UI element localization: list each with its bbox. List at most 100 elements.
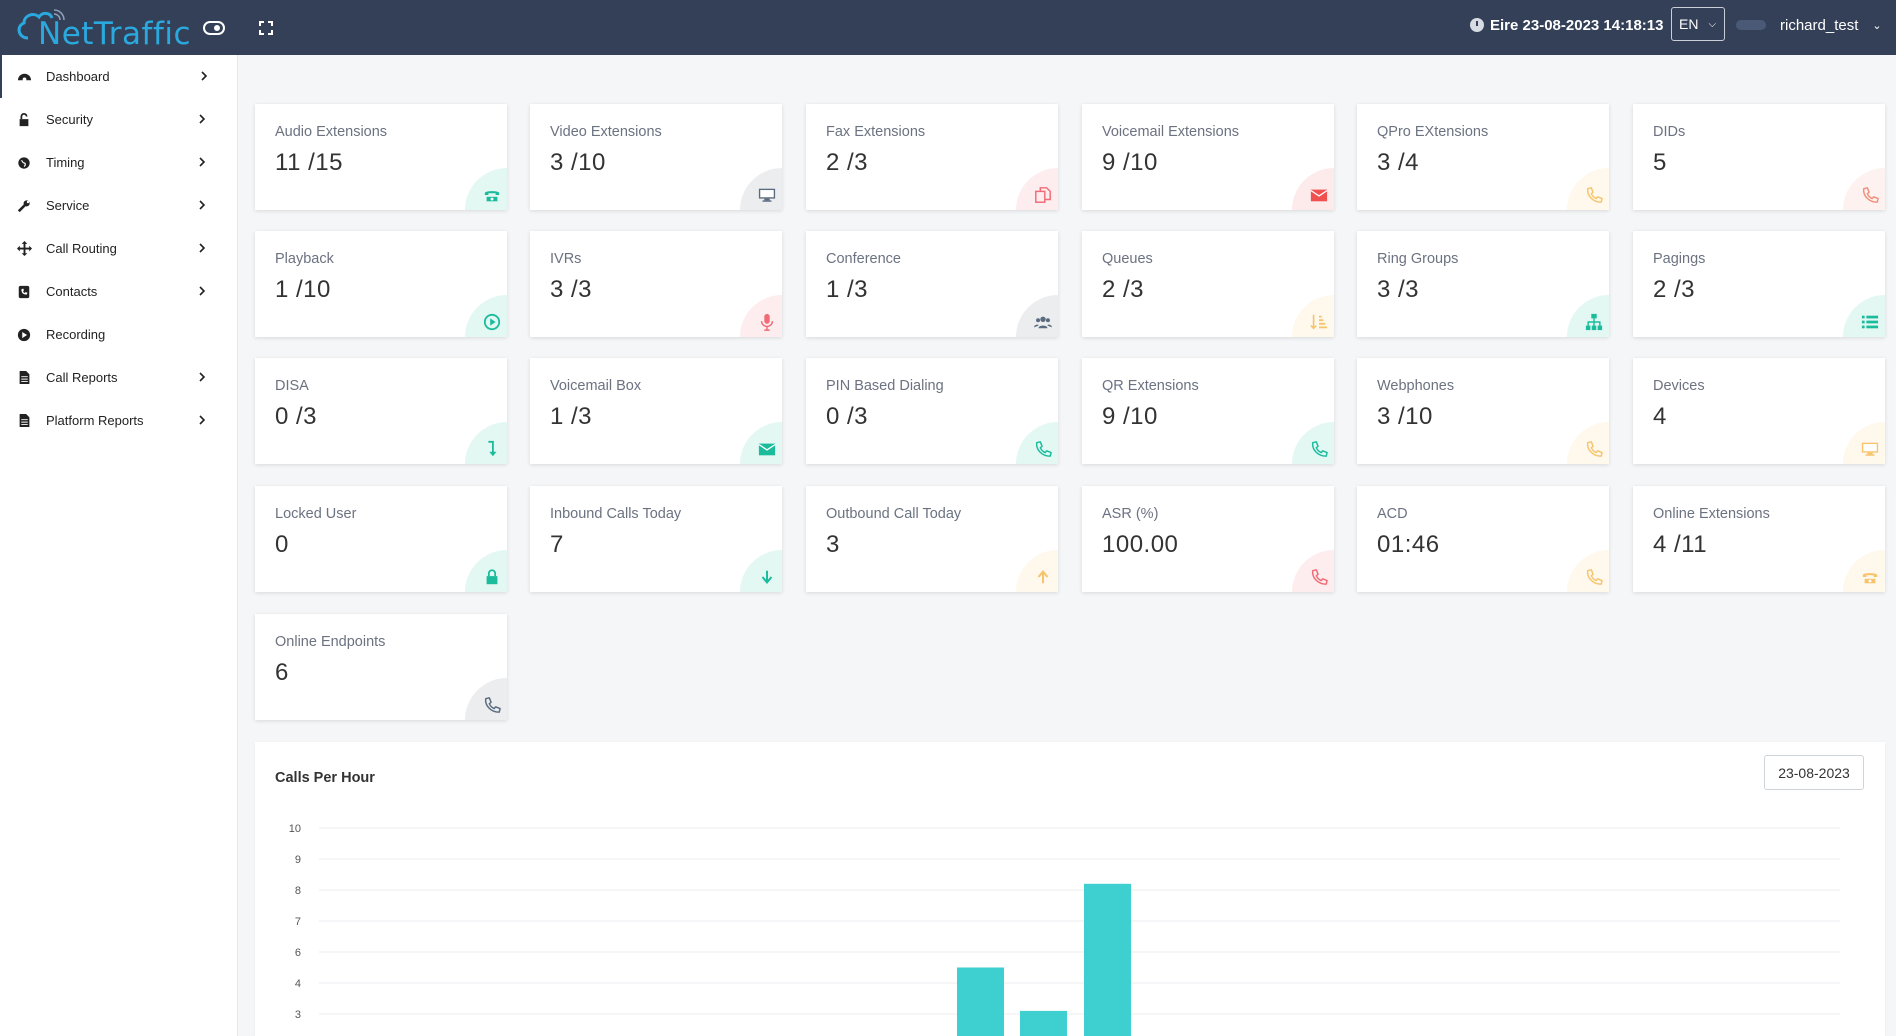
logo[interactable]: NetTraffic — [14, 4, 204, 52]
stat-card-title: QR Extensions — [1102, 378, 1199, 394]
users-icon — [1016, 295, 1058, 337]
stat-card-value: 1 /3 — [826, 276, 869, 303]
stat-card-value: 2 /3 — [826, 149, 869, 176]
username: richard_test — [1780, 16, 1859, 34]
y-tick-label: 7 — [295, 916, 301, 928]
stat-card-playback[interactable]: Playback 1 /10 — [255, 231, 507, 337]
stat-card-title: QPro EXtensions — [1377, 124, 1489, 140]
stat-card-title: Outbound Call Today — [826, 506, 962, 522]
phone-icon — [1016, 422, 1058, 464]
stat-card-acd[interactable]: ACD 01:46 — [1357, 486, 1609, 592]
lock-icon — [465, 550, 507, 592]
sidebar-item-call-reports[interactable]: Call Reports — [0, 356, 237, 399]
stat-card-title: Online Extensions — [1653, 506, 1770, 522]
arrow-up-icon — [1016, 550, 1058, 592]
sidebar-item-label: Contacts — [46, 284, 98, 299]
stat-card-asr[interactable]: ASR (%) 100.00 — [1082, 486, 1334, 592]
chevron-down-icon: ⌵ — [1708, 18, 1717, 30]
panel-title: Calls Per Hour — [275, 770, 375, 786]
record-icon — [16, 327, 32, 343]
sidebar-item-service[interactable]: Service — [0, 184, 237, 227]
stat-card-online-extensions[interactable]: Online Extensions 4 /11 — [1633, 486, 1885, 592]
chevron-right-icon — [196, 414, 208, 426]
y-tick-label: 3 — [295, 1009, 301, 1021]
stat-card-ivrs[interactable]: IVRs 3 /3 — [530, 231, 782, 337]
sidebar-item-timing[interactable]: Timing — [0, 141, 237, 184]
stat-card-value: 3 /3 — [1377, 276, 1420, 303]
stat-card-audio-extensions[interactable]: Audio Extensions 11 /15 — [255, 104, 507, 210]
stat-card-value: 5 — [1653, 149, 1667, 176]
chevron-right-icon — [196, 199, 208, 211]
stat-card-voicemail-extensions[interactable]: Voicemail Extensions 9 /10 — [1082, 104, 1334, 210]
sidebar-toggle-icon[interactable] — [203, 17, 225, 39]
stat-card-locked-user[interactable]: Locked User 0 — [255, 486, 507, 592]
stat-card-ring-groups[interactable]: Ring Groups 3 /3 — [1357, 231, 1609, 337]
sidebar-item-label: Recording — [46, 327, 106, 342]
language-select[interactable]: EN ⌵ — [1671, 7, 1725, 41]
sidebar-item-call-routing[interactable]: Call Routing — [0, 227, 237, 270]
stat-card-title: Playback — [275, 251, 334, 267]
fax-copy-icon — [1016, 168, 1058, 210]
stat-card-devices[interactable]: Devices 4 — [1633, 358, 1885, 464]
chart-bar[interactable] — [1084, 883, 1131, 1036]
level-down-icon — [465, 422, 507, 464]
envelope-icon — [740, 422, 782, 464]
stat-card-title: Devices — [1653, 378, 1705, 394]
stat-card-value: 9 /10 — [1102, 403, 1158, 430]
stat-card-pin-based-dialing[interactable]: PIN Based Dialing 0 /3 — [806, 358, 1058, 464]
sidebar: Dashboard Security Timing Service Call Routi… — [0, 55, 238, 1036]
stat-card-title: IVRs — [550, 251, 582, 267]
sidebar-item-label: Security — [46, 112, 93, 127]
chevron-right-icon — [196, 113, 208, 125]
stat-card-value: 3 /10 — [550, 149, 606, 176]
sort-list-icon — [1292, 295, 1334, 337]
top-bar: NetTraffic Eire 23-08-2023 14:18:13 EN ⌵… — [0, 0, 1896, 55]
sidebar-item-label: Platform Reports — [46, 413, 144, 428]
sidebar-item-security[interactable]: Security — [0, 98, 237, 141]
stat-card-dids[interactable]: DIDs 5 — [1633, 104, 1885, 210]
stat-card-queues[interactable]: Queues 2 /3 — [1082, 231, 1334, 337]
date-picker[interactable]: 23-08-2023 — [1764, 755, 1864, 790]
stat-card-fax-extensions[interactable]: Fax Extensions 2 /3 — [806, 104, 1058, 210]
sidebar-item-label: Service — [46, 198, 90, 213]
user-menu[interactable]: richard_test ⌄ — [1736, 14, 1882, 36]
stat-card-qr-extensions[interactable]: QR Extensions 9 /10 — [1082, 358, 1334, 464]
wrench-icon — [16, 198, 32, 214]
chevron-right-icon — [196, 156, 208, 168]
stat-card-value: 2 /3 — [1653, 276, 1696, 303]
stat-card-disa[interactable]: DISA 0 /3 — [255, 358, 507, 464]
chart-bar[interactable] — [957, 967, 1004, 1036]
sidebar-item-label: Timing — [46, 155, 85, 170]
stat-card-pagings[interactable]: Pagings 2 /3 — [1633, 231, 1885, 337]
sidebar-item-contacts[interactable]: Contacts — [0, 270, 237, 313]
stat-card-inbound-calls-today[interactable]: Inbound Calls Today 7 — [530, 486, 782, 592]
stat-card-value: 3 — [826, 531, 840, 558]
stat-card-conference[interactable]: Conference 1 /3 — [806, 231, 1058, 337]
phone-icon — [465, 678, 507, 720]
sidebar-item-platform-reports[interactable]: Platform Reports — [0, 399, 237, 442]
stat-card-online-endpoints[interactable]: Online Endpoints 6 — [255, 614, 507, 720]
stat-card-qpro-extensions[interactable]: QPro EXtensions 3 /4 — [1357, 104, 1609, 210]
stat-card-value: 2 /3 — [1102, 276, 1145, 303]
stat-card-title: Online Endpoints — [275, 634, 386, 650]
chevron-right-icon — [196, 285, 208, 297]
calls-per-hour-chart: 10 9 8 7 6 4 3 — [289, 823, 1840, 1036]
stat-card-webphones[interactable]: Webphones 3 /10 — [1357, 358, 1609, 464]
sidebar-item-recording[interactable]: Recording — [0, 313, 237, 356]
stat-card-outbound-call-today[interactable]: Outbound Call Today 3 — [806, 486, 1058, 592]
stat-card-value: 3 /10 — [1377, 403, 1433, 430]
stat-card-value: 0 — [275, 531, 289, 558]
stat-card-video-extensions[interactable]: Video Extensions 3 /10 — [530, 104, 782, 210]
stat-card-title: PIN Based Dialing — [826, 378, 944, 394]
fullscreen-icon[interactable] — [255, 17, 277, 39]
logo-text: NetTraffic — [38, 16, 192, 52]
arrow-down-icon — [740, 550, 782, 592]
phone-icon — [1843, 168, 1885, 210]
stat-card-voicemail-box[interactable]: Voicemail Box 1 /3 — [530, 358, 782, 464]
sidebar-item-label: Dashboard — [46, 69, 110, 84]
report-icon — [16, 370, 32, 386]
chart-bar[interactable] — [1020, 1010, 1067, 1036]
cloud-logo-icon — [17, 9, 65, 40]
sidebar-item-dashboard[interactable]: Dashboard — [0, 55, 237, 98]
clock-icon — [1470, 18, 1484, 32]
